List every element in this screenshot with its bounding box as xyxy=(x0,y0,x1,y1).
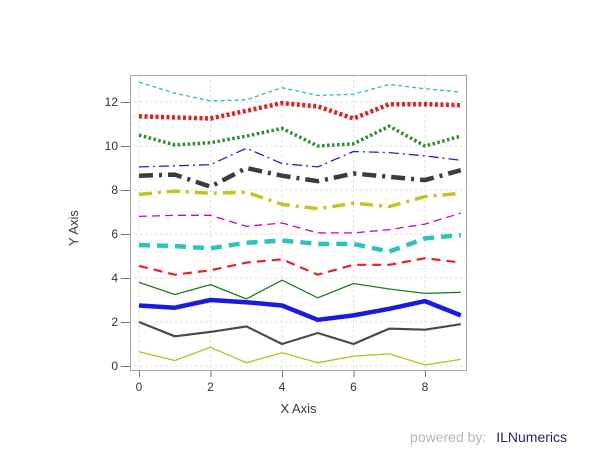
line-cyan-dotted-thin xyxy=(138,81,461,102)
line-blue-solid-thick xyxy=(138,297,462,323)
y-axis-title: Y Axis xyxy=(66,210,81,246)
line-cyan-dashed-thick xyxy=(138,232,462,254)
y-tick-label: 12 xyxy=(105,95,119,109)
y-tick-label: 8 xyxy=(111,183,118,197)
y-tick-label: 6 xyxy=(111,227,118,241)
line-gray-dashdot-thick xyxy=(138,165,462,189)
y-tick-label: 10 xyxy=(105,139,119,153)
line-olive-dashdot xyxy=(138,189,461,211)
line-blue-dashdot-thin xyxy=(138,147,461,168)
x-tick-label: 0 xyxy=(136,380,143,394)
line-green-solid-thin xyxy=(138,279,461,300)
powered-by-label: powered by: xyxy=(410,429,487,445)
y-tick-label: 2 xyxy=(111,315,118,329)
x-tick-label: 8 xyxy=(422,380,429,394)
x-tick-label: 4 xyxy=(279,380,286,394)
y-tick-label: 4 xyxy=(111,271,118,285)
powered-by-footer: powered by: ILNumerics xyxy=(410,429,567,445)
line-green-dotted xyxy=(138,124,462,148)
line-red-dotted-thick xyxy=(138,100,461,121)
x-tick-label: 2 xyxy=(207,380,214,394)
x-tick-label: 6 xyxy=(350,380,357,394)
line-gray-solid xyxy=(138,320,461,346)
line-red-dashed xyxy=(138,257,461,276)
line-olive-solid-thin xyxy=(138,346,461,366)
y-tick-label: 0 xyxy=(111,359,118,373)
line-magenta-dashed-thin xyxy=(138,212,461,234)
plot-border xyxy=(130,75,467,371)
x-axis-title: X Axis xyxy=(280,401,317,416)
ilnumerics-brand-link[interactable]: ILNumerics xyxy=(496,429,567,445)
